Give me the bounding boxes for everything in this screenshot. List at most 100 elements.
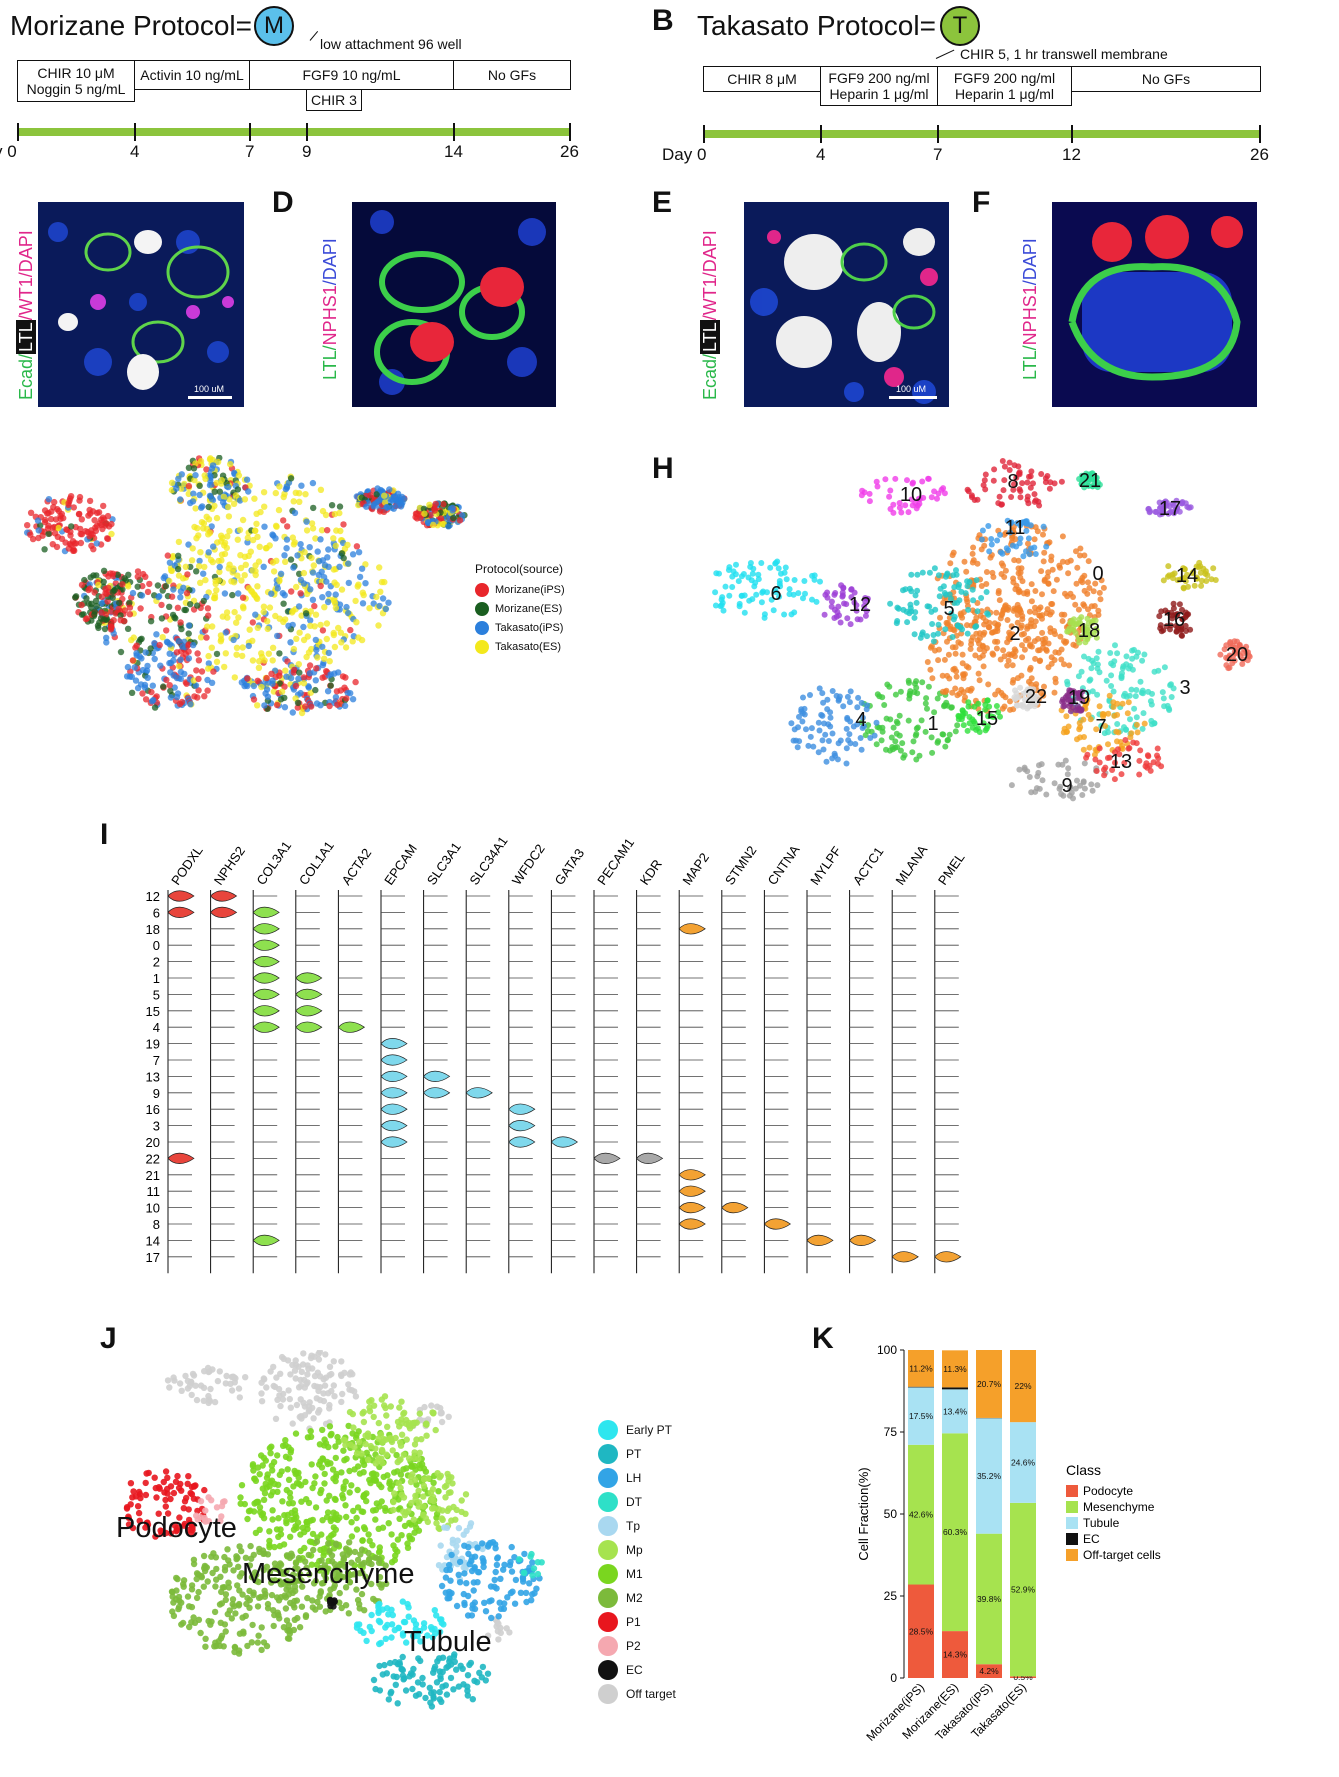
legend-swatch-icon bbox=[475, 639, 489, 654]
bar-legend-swatch bbox=[1066, 1517, 1078, 1529]
umap-h-cluster-3 bbox=[1064, 642, 1177, 737]
umap-h-cluster-21 bbox=[1076, 470, 1103, 491]
umap-j-blob-lh bbox=[438, 1539, 543, 1622]
umap-h-cluster-label-10: 10 bbox=[900, 484, 922, 506]
violin-x-tick: 3 bbox=[183, 1279, 189, 1280]
violin-PODXL-22 bbox=[167, 1152, 195, 1164]
violin-x-tick: 3 bbox=[865, 1279, 871, 1280]
violin-row-label: 18 bbox=[146, 922, 160, 937]
umap-j-blob-tp bbox=[435, 1520, 488, 1583]
bar-segment-tubule-0 bbox=[908, 1387, 934, 1445]
violin-gene-label: MLANA bbox=[892, 842, 930, 888]
violin-ACTC1-14 bbox=[849, 1234, 877, 1246]
stain-label-d: LTL/NPHS1/DAPI bbox=[320, 238, 341, 380]
micrograph-f-texture bbox=[1052, 202, 1257, 407]
umap-j-blob-p2 bbox=[193, 1494, 228, 1525]
umap-j-legend-label: Early PT bbox=[626, 1423, 673, 1437]
step-b-3-label: FGF9 200 ng/ml Heparin 1 μg/ml bbox=[953, 70, 1056, 102]
scalebar-e: 100 uM bbox=[896, 384, 927, 394]
stain-label-c: Ecad/LTL/WT1/DAPI bbox=[16, 230, 37, 400]
umap-g-blob-10 bbox=[241, 662, 359, 717]
umap-h-cluster-label-5: 5 bbox=[943, 598, 954, 620]
violin-gene-label: COL3A1 bbox=[253, 838, 294, 887]
violin-x-tick: 3 bbox=[950, 1279, 956, 1280]
bar-legend-label: Mesenchyme bbox=[1083, 1500, 1155, 1514]
bar-segment-podocyte-1 bbox=[942, 1631, 968, 1678]
umap-j-legend-label: PT bbox=[626, 1447, 642, 1461]
umap-h-cluster-10 bbox=[858, 475, 948, 516]
umap-h-cluster-22 bbox=[1011, 684, 1040, 712]
violin-x-tick: 1 bbox=[895, 1279, 901, 1280]
violin-COL3A1-2 bbox=[252, 956, 280, 968]
umap-j-legend-label: Off target bbox=[626, 1687, 676, 1701]
umap-j-legend-item: DT bbox=[598, 1490, 676, 1514]
violin-plot: PODXL NPHS2 COL3A1 COL1A1 ACTA2 EPCAM SLC3A1 SL… bbox=[146, 834, 968, 1280]
day-a-0: y 0 bbox=[0, 142, 17, 161]
umap-h-cluster-label-21: 21 bbox=[1079, 470, 1101, 492]
bar-legend-label: Podocyte bbox=[1083, 1484, 1133, 1498]
violin-row-label: 14 bbox=[146, 1233, 160, 1248]
micrograph-c: 100 uM bbox=[38, 202, 244, 407]
violin-x-tick: 1 bbox=[597, 1279, 603, 1280]
umap-h-cluster-label-19: 19 bbox=[1068, 687, 1090, 709]
panel-d-letter: D bbox=[272, 186, 294, 219]
umap-g-legend-label: Takasato(iPS) bbox=[495, 621, 564, 634]
umap-g-blob-4 bbox=[268, 541, 392, 651]
violin-COL1A1-15 bbox=[295, 1005, 323, 1017]
panel-j-letter: J bbox=[100, 1322, 117, 1355]
violin-COL3A1-18 bbox=[252, 923, 280, 935]
violin-MYLPF-14 bbox=[806, 1234, 834, 1246]
umap-h-cluster-label-1: 1 bbox=[927, 713, 938, 735]
legend-swatch-icon bbox=[475, 601, 489, 616]
step-b-4-label: No GFs bbox=[1141, 71, 1191, 87]
violin-x-tick: 3 bbox=[226, 1279, 232, 1280]
day-a-9: 9 bbox=[302, 142, 312, 161]
bar-y-tick: 75 bbox=[884, 1425, 898, 1439]
violin-gene-label: PMEL bbox=[935, 850, 968, 888]
bar-legend-swatch bbox=[1066, 1549, 1078, 1561]
legend-swatch-icon bbox=[598, 1444, 618, 1464]
umap-g-legend-item: Morizane(ES) bbox=[475, 599, 655, 618]
umap-j-legend-label: Tp bbox=[626, 1519, 641, 1533]
violin-GATA3-20 bbox=[550, 1136, 579, 1148]
violin-gene-label: COL1A1 bbox=[296, 838, 337, 887]
protocol-a-note: low attachment 96 well bbox=[320, 36, 462, 52]
violin-x-tick: 3 bbox=[396, 1279, 402, 1280]
micrograph-c-texture bbox=[38, 202, 244, 407]
bar-data-label: 22% bbox=[1014, 1381, 1031, 1391]
legend-swatch-icon bbox=[598, 1516, 618, 1536]
umap-j-legend-item: M1 bbox=[598, 1562, 676, 1586]
violin-COL3A1-14 bbox=[252, 1234, 280, 1246]
step-a-sub-label: CHIR 3 bbox=[311, 92, 357, 108]
legend-swatch-icon bbox=[598, 1564, 618, 1584]
umap-j-legend-label: DT bbox=[626, 1495, 642, 1509]
bar-data-label: 11.3% bbox=[943, 1364, 967, 1374]
violin-PMEL-17 bbox=[934, 1251, 962, 1263]
violin-x-tick: 1 bbox=[469, 1279, 475, 1280]
stain-e-3: /WT1/DAPI bbox=[700, 230, 720, 321]
bar-segment-tubule-1 bbox=[942, 1389, 968, 1434]
umap-j-legend-item: P1 bbox=[598, 1610, 676, 1634]
umap-h-cluster-18 bbox=[1064, 614, 1100, 646]
violin-MAP2-18 bbox=[678, 923, 706, 935]
violin-x-tick: 1 bbox=[214, 1279, 220, 1280]
umap-j-legend-item: PT bbox=[598, 1442, 676, 1466]
umap-j-legend-label: P2 bbox=[626, 1639, 641, 1653]
stain-c-1: Ecad/ bbox=[16, 353, 36, 400]
umap-h-cluster-2 bbox=[924, 602, 1073, 714]
umap-h-cluster-label-3: 3 bbox=[1179, 677, 1190, 699]
legend-swatch-icon bbox=[598, 1492, 618, 1512]
micrograph-f bbox=[1052, 202, 1257, 407]
umap-j-blob-off-target bbox=[258, 1350, 360, 1432]
stain-c-2: LTL bbox=[16, 320, 36, 354]
bar-segment-podocyte-2 bbox=[976, 1664, 1002, 1678]
umap-j-blob-early-pt bbox=[353, 1598, 447, 1648]
umap-j-legend-item: Mp bbox=[598, 1538, 676, 1562]
violin-row-label: 11 bbox=[147, 1184, 161, 1199]
violin-gene-label: ACTA2 bbox=[339, 846, 375, 888]
violin-x-tick: 1 bbox=[768, 1279, 774, 1280]
violin-x-tick: 3 bbox=[439, 1279, 445, 1280]
violin-row-label: 2 bbox=[153, 955, 160, 970]
bar-data-label: 14.3% bbox=[943, 1650, 968, 1660]
violin-NPHS2-6 bbox=[210, 906, 238, 918]
